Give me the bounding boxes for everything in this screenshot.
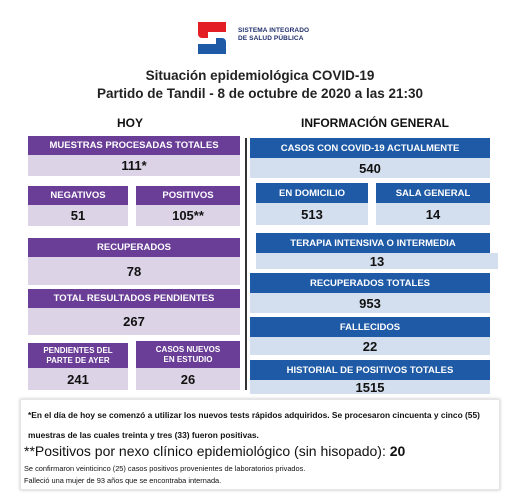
muestras-value: 111*: [28, 155, 240, 176]
casos-actuales-value: 540: [250, 158, 490, 178]
footnote-privados: Se confirmaron veinticinco (25) casos po…: [24, 464, 306, 473]
general-heading: INFORMACIÓN GENERAL: [301, 116, 449, 130]
nexo-value: 20: [389, 443, 406, 459]
health-cross-icon: [198, 22, 226, 54]
hoy-heading: HOY: [116, 116, 143, 130]
column-divider: [245, 138, 247, 390]
domicilio-value: 513: [256, 203, 368, 225]
pendientes-ayer-label-line-1: PENDIENTES DEL: [43, 346, 113, 355]
historial-value: 1515: [250, 380, 490, 395]
casos-nuevos-value: 26: [136, 368, 240, 390]
positivos-label: POSITIVOS: [136, 186, 240, 205]
terapia-value: 13: [256, 253, 498, 269]
footnote-fallecimiento: Falleció una mujer de 93 años que se enc…: [24, 476, 222, 485]
footnote-box: [20, 399, 500, 490]
recuperados-value: 78: [28, 257, 240, 285]
pendientes-ayer-label-line-2: PARTE DE AYER: [46, 355, 110, 365]
negativos-value: 51: [28, 205, 128, 226]
historial-label: HISTORIAL DE POSITIVOS TOTALES: [250, 360, 490, 380]
footnote-nexo: **Positivos por nexo clínico epidemiológ…: [24, 443, 405, 459]
casos-nuevos-label-line-2: EN ESTUDIO: [163, 354, 213, 364]
pendientes-ayer-label: PENDIENTES DEL PARTE DE AYER: [28, 343, 128, 368]
pendientes-total-label: TOTAL RESULTADOS PENDIENTES: [28, 289, 240, 308]
casos-nuevos-label-line-1: CASOS NUEVOS: [155, 345, 221, 354]
report-title: Situación epidemiológica COVID-19: [145, 68, 375, 83]
recuperados-label: RECUPERADOS: [28, 238, 240, 257]
logo-line-1: SISTEMA INTEGRADO: [238, 27, 310, 34]
logo-line-2: DE SALUD PÚBLICA: [238, 35, 304, 42]
positivos-value: 105**: [136, 205, 240, 226]
muestras-label: MUESTRAS PROCESADAS TOTALES: [28, 136, 240, 155]
domicilio-label: EN DOMICILIO: [256, 183, 368, 203]
terapia-label: TERAPIA INTENSIVA O INTERMEDIA: [256, 233, 490, 253]
pendientes-ayer-value: 241: [28, 368, 128, 390]
fallecidos-value: 22: [250, 337, 490, 355]
negativos-label: NEGATIVOS: [28, 186, 128, 205]
casos-nuevos-label: CASOS NUEVOS EN ESTUDIO: [136, 341, 240, 368]
recuperados-totales-value: 953: [250, 293, 490, 313]
casos-actuales-label: CASOS CON COVID-19 ACTUALMENTE: [250, 138, 490, 158]
sala-general-label: SALA GENERAL: [376, 183, 490, 203]
logo-text: SISTEMA INTEGRADO DE SALUD PÚBLICA: [238, 27, 309, 43]
nexo-label: **Positivos por nexo clínico epidemiológ…: [24, 443, 386, 459]
report-subtitle: Partido de Tandil - 8 de octubre de 2020…: [96, 86, 424, 101]
recuperados-totales-label: RECUPERADOS TOTALES: [250, 273, 490, 293]
sala-general-value: 14: [376, 203, 490, 225]
fallecidos-label: FALLECIDOS: [250, 317, 490, 337]
pendientes-total-value: 267: [28, 308, 240, 335]
logo: SISTEMA INTEGRADO DE SALUD PÚBLICA: [190, 16, 330, 62]
footnote-tests: *En el día de hoy se comenzó a utilizar …: [28, 410, 480, 440]
